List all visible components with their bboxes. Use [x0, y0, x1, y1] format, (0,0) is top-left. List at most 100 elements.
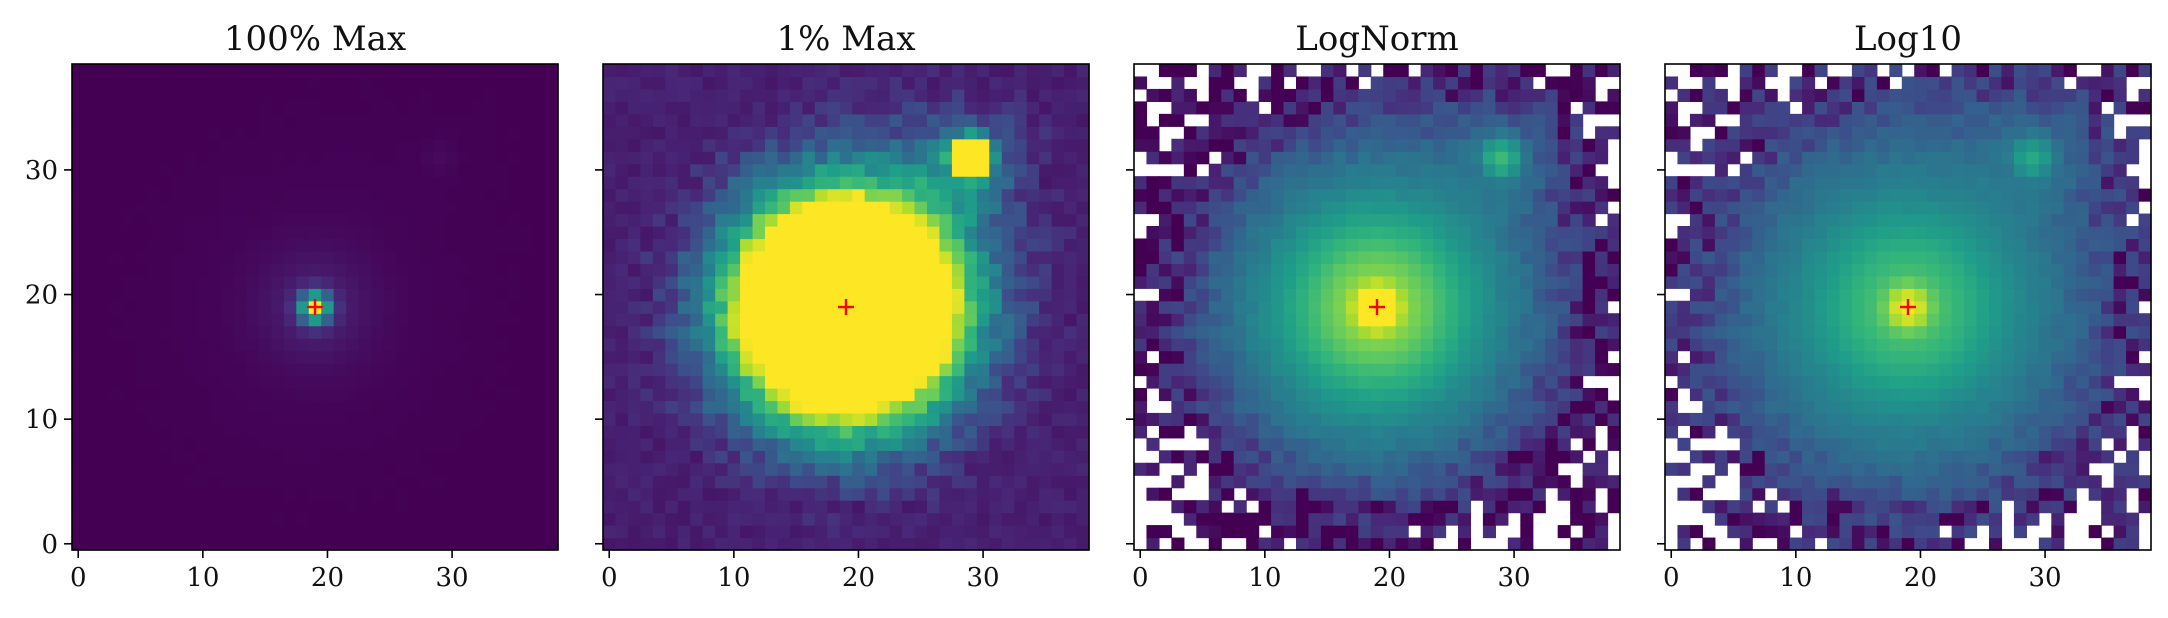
pixel [1545, 275, 1559, 289]
pixel [914, 338, 928, 352]
pixel [1233, 338, 1247, 352]
pixel [433, 375, 447, 389]
pixel [1802, 76, 1816, 90]
pixel [433, 288, 447, 302]
pixel [702, 151, 716, 165]
pixel [84, 101, 98, 115]
pixel [1702, 250, 1716, 264]
pixel [839, 412, 853, 426]
pixel [1064, 537, 1078, 551]
pixel [765, 126, 779, 140]
pixel [665, 250, 679, 264]
pixel [1520, 450, 1534, 464]
pixel [1333, 288, 1347, 302]
pixel [146, 151, 160, 165]
pixel [1482, 475, 1496, 489]
pixel [1445, 263, 1459, 277]
pixel [1026, 101, 1040, 115]
pixel [1308, 201, 1322, 215]
pixel [1714, 275, 1728, 289]
pixel [1039, 176, 1053, 190]
pixel [283, 126, 297, 140]
pixel [458, 412, 472, 426]
pixel [1520, 363, 1534, 377]
pixel [470, 126, 484, 140]
pixel [1358, 263, 1372, 277]
pixel [777, 238, 791, 252]
pixel [1714, 151, 1728, 165]
pixel [1665, 76, 1679, 90]
pixel [715, 338, 729, 352]
pixel [827, 537, 841, 551]
pixel [420, 300, 434, 314]
pixel [1851, 537, 1865, 551]
pixel [1507, 101, 1521, 115]
pixel [852, 512, 866, 526]
pixel [1271, 363, 1285, 377]
pixel [470, 512, 484, 526]
pixel [877, 475, 891, 489]
pixel [458, 126, 472, 140]
pixel [789, 338, 803, 352]
pixel [1595, 350, 1609, 364]
pixel [1727, 400, 1741, 414]
pixel [1851, 412, 1865, 426]
pixel [677, 263, 691, 277]
pixel [1789, 238, 1803, 252]
pixel [1076, 101, 1090, 115]
pixel [495, 500, 509, 514]
pixel [1134, 126, 1148, 140]
pixel [271, 176, 285, 190]
pixel [1827, 400, 1841, 414]
pixel [396, 188, 410, 202]
pixel [283, 388, 297, 402]
pixel [889, 76, 903, 90]
pixel [677, 201, 691, 215]
pixel [665, 388, 679, 402]
pixel [1482, 250, 1496, 264]
pixel [951, 238, 965, 252]
pixel [1296, 375, 1310, 389]
pixel [1051, 525, 1065, 539]
pixel [196, 412, 210, 426]
pixel [545, 512, 559, 526]
pixel [989, 350, 1003, 364]
pixel [420, 375, 434, 389]
pixel [371, 512, 385, 526]
pixel [1358, 275, 1372, 289]
pixel [109, 226, 123, 240]
pixel [72, 525, 86, 539]
pixel [765, 188, 779, 202]
pixel [1520, 313, 1534, 327]
pixel [1470, 101, 1484, 115]
pixel [1026, 201, 1040, 215]
pixel [1789, 113, 1803, 127]
pixel [964, 400, 978, 414]
pixel [470, 151, 484, 165]
pixel [852, 113, 866, 127]
pixel [1470, 487, 1484, 501]
pixel [246, 288, 260, 302]
pixel [321, 300, 335, 314]
pixel [1495, 363, 1509, 377]
pixel [146, 450, 160, 464]
pixel [976, 313, 990, 327]
pixel [508, 76, 522, 90]
pixel [652, 375, 666, 389]
pixel [234, 275, 248, 289]
pixel [1408, 138, 1422, 152]
pixel [752, 412, 766, 426]
pixel [814, 275, 828, 289]
pixel [1520, 400, 1534, 414]
pixel [84, 188, 98, 202]
pixel [690, 437, 704, 451]
pixel [1064, 138, 1078, 152]
pixel [1532, 64, 1546, 78]
pixel [1383, 213, 1397, 227]
pixel [1171, 300, 1185, 314]
pixel [283, 76, 297, 90]
pixel [1433, 213, 1447, 227]
pixel [1802, 525, 1816, 539]
pixel [640, 101, 654, 115]
pixel [1827, 288, 1841, 302]
